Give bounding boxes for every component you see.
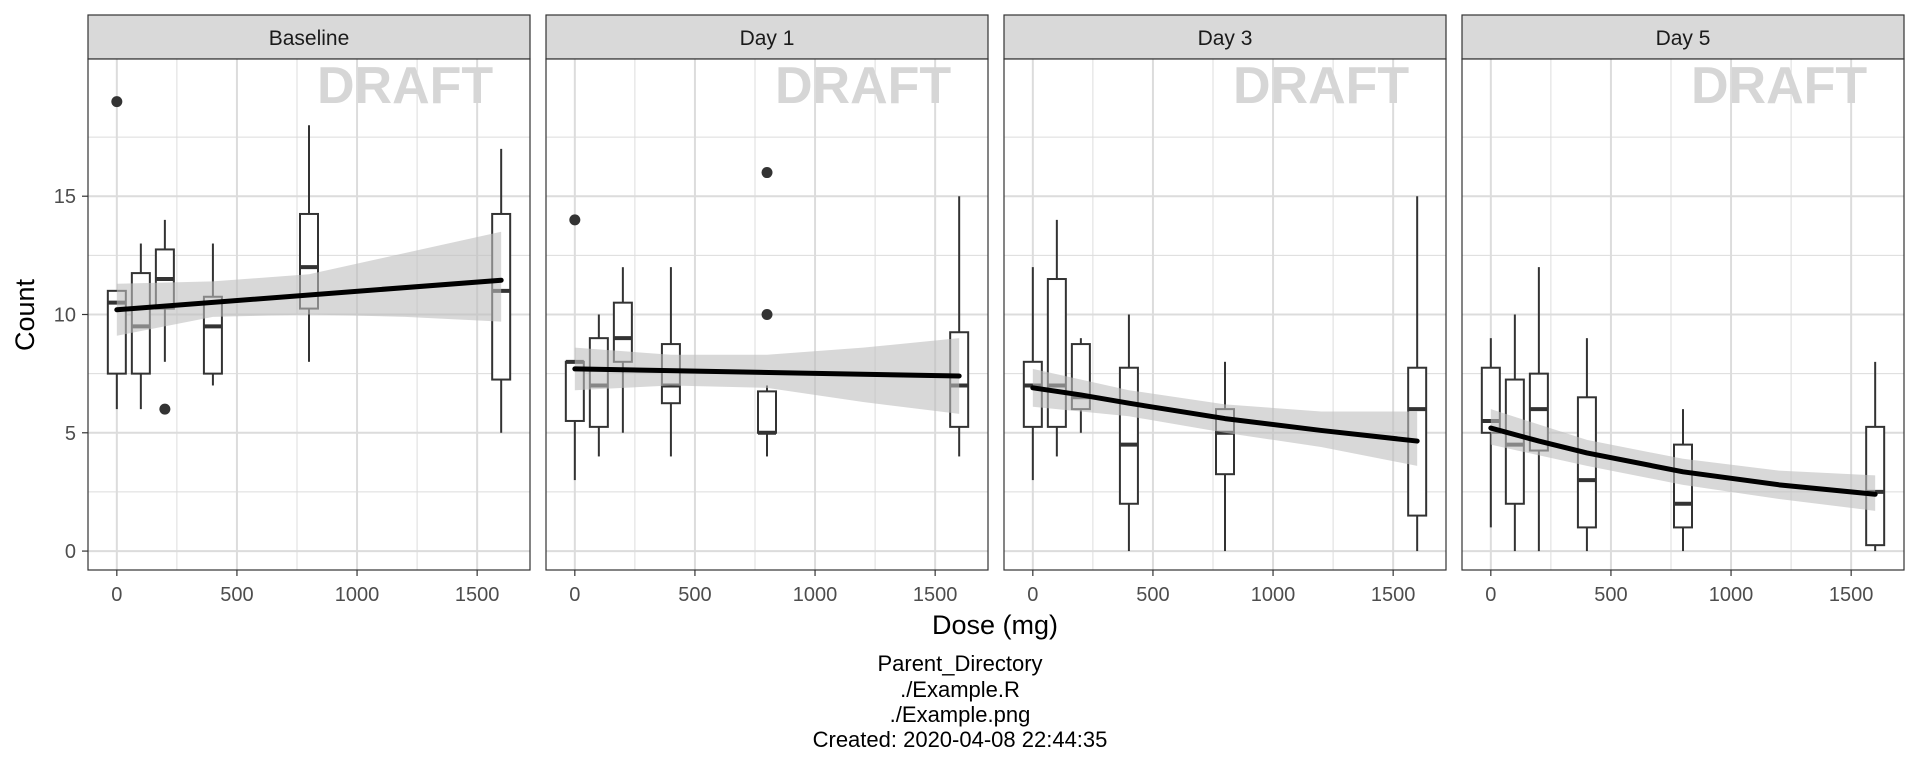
x-axis-tick-label: 500 — [220, 584, 253, 606]
y-axis-tick-label: 0 — [65, 541, 76, 563]
boxplot-box — [757, 390, 777, 434]
panel-border — [545, 58, 989, 571]
x-axis-tick-label: 0 — [569, 584, 580, 606]
facet-strip-label: Day 5 — [1656, 27, 1711, 50]
boxplot-outlier-point — [111, 96, 123, 108]
caption-parent-directory: Parent_Directory — [877, 651, 1043, 676]
fit-line — [1030, 385, 1420, 444]
boxplot-box — [1673, 443, 1693, 529]
boxplot-outlier-point — [569, 214, 581, 226]
facet-panel-day-1: Day 1 DRAFT 0 500 1000 1500 — [545, 14, 989, 606]
draft-watermark: DRAFT — [775, 57, 951, 115]
fit-confidence-band — [116, 231, 502, 336]
x-axis-tick-label: 1000 — [1709, 584, 1754, 606]
x-axis-tick-label: 1000 — [335, 584, 380, 606]
facet-panel-day-5: Day 5 DRAFT 0 500 1000 1500 — [1461, 14, 1905, 606]
x-axis-tick-label: 500 — [678, 584, 711, 606]
panel-border — [1003, 58, 1447, 571]
facet-strip — [545, 14, 989, 60]
caption-created-timestamp: Created: 2020-04-08 22:44:35 — [812, 727, 1108, 752]
facet-strip-label: Day 3 — [1198, 27, 1253, 50]
boxplot-outlier-point — [761, 309, 773, 320]
x-axis-tick-label: 1500 — [913, 584, 958, 606]
draft-watermark: DRAFT — [317, 57, 493, 115]
facet-strip — [1003, 14, 1447, 60]
facet-strip — [1461, 14, 1905, 60]
facet-panel-baseline: Baseline DRAFT 0 500 1000 1500 — [87, 14, 531, 606]
boxplot-outlier-point — [761, 167, 773, 179]
boxplot-box — [1118, 366, 1139, 505]
x-axis-title: Dose (mg) — [932, 610, 1058, 640]
panel-border — [1461, 58, 1905, 571]
boxplot-outlier-point — [159, 403, 171, 415]
x-axis-tick-label: 1500 — [455, 584, 500, 606]
x-axis-tick-label: 1500 — [1829, 584, 1874, 606]
x-axis-tick-label: 0 — [111, 584, 122, 606]
draft-watermark: DRAFT — [1233, 57, 1409, 115]
facet-strip-label: Baseline — [269, 27, 350, 50]
draft-watermark: DRAFT — [1691, 57, 1867, 115]
x-axis-tick-label: 500 — [1136, 584, 1169, 606]
x-axis-tick-label: 0 — [1485, 584, 1496, 606]
y-axis-tick-label: 10 — [54, 305, 76, 327]
x-axis-tick-label: 1500 — [1371, 584, 1416, 606]
fit-line — [572, 366, 962, 379]
y-axis-tick-label: 15 — [54, 186, 76, 208]
y-axis-tick-label: 5 — [65, 423, 76, 445]
facet-panel-day-3: Day 3 DRAFT 0 500 1000 1500 — [1003, 14, 1447, 606]
fit-line — [1488, 425, 1878, 497]
x-axis-tick-label: 0 — [1027, 584, 1038, 606]
caption-image-path: ./Example.png — [889, 702, 1031, 727]
facet-strip — [87, 14, 531, 60]
x-axis-tick-label: 1000 — [1251, 584, 1296, 606]
caption-script-path: ./Example.R — [900, 677, 1020, 702]
x-axis-tick-label: 500 — [1594, 584, 1627, 606]
boxplot-dose-800 — [757, 167, 777, 457]
fit-confidence-band — [574, 338, 960, 414]
facet-strip-label: Day 1 — [740, 27, 795, 50]
x-axis-tick-label: 1000 — [793, 584, 838, 606]
y-axis-title: Count — [10, 278, 40, 351]
fit-line — [114, 277, 504, 313]
